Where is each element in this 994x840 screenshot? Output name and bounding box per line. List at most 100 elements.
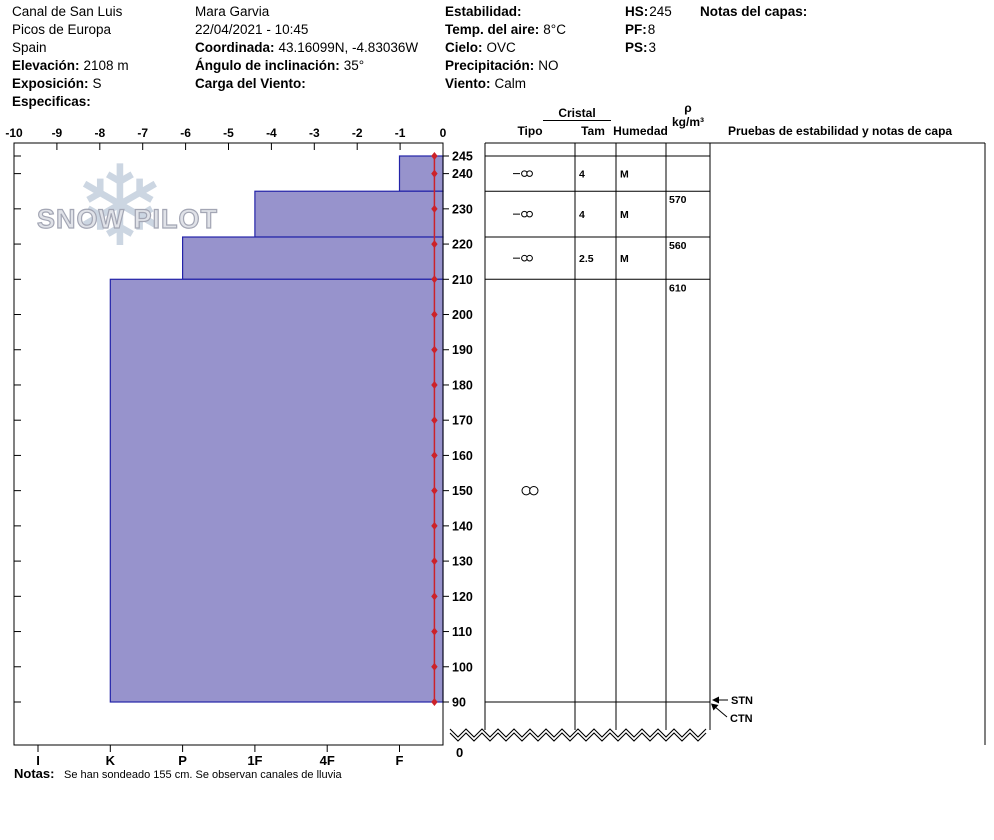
temp-tick-label: -1 xyxy=(395,126,406,140)
moisture-value: M xyxy=(620,168,629,180)
stability-row: Estabilidad: xyxy=(445,3,566,21)
ps-label: PS: xyxy=(625,40,648,55)
temperature-point-marker xyxy=(431,345,438,354)
temperature-point-marker xyxy=(431,310,438,319)
moisture-value: M xyxy=(620,209,629,221)
pf-row: PF:8 xyxy=(625,21,672,39)
aspect-value: S xyxy=(92,76,102,91)
site-country: Spain xyxy=(12,40,47,55)
layer-notes-block: Notas del capas: xyxy=(700,3,807,21)
precip-value: NO xyxy=(538,58,559,73)
pf-value: 8 xyxy=(647,22,656,37)
temp-tick-label: 0 xyxy=(440,126,447,140)
temp-tick-label: -2 xyxy=(352,126,363,140)
elevation-value: 2108 m xyxy=(83,58,129,73)
hs-row: HS:245 xyxy=(625,3,672,21)
air-temp-row: Temp. del aire: 8°C xyxy=(445,21,566,39)
depth-tick-label: 90 xyxy=(452,696,466,710)
stability-tests-header: Pruebas de estabilidad y notas de capa xyxy=(728,124,953,138)
depth-break-zigzag xyxy=(449,728,707,738)
density-symbol-header: ρ xyxy=(684,101,692,115)
ground-depth-label: 0 xyxy=(456,745,463,760)
sky-row: Cielo: OVC xyxy=(445,39,566,57)
grain-size-header: Tam xyxy=(581,124,605,138)
aspect-row: Exposición: S xyxy=(12,75,129,93)
coords-row: Coordinada: 43.16099N, -4.83036W xyxy=(195,39,418,57)
hs-value: 245 xyxy=(649,4,672,19)
depth-tick-label: 180 xyxy=(452,378,473,392)
pit-notes-text: Se han sondeado 155 cm. Se observan cana… xyxy=(64,769,342,781)
temperature-point-marker xyxy=(431,451,438,460)
layer-notes-label: Notas del capas: xyxy=(700,4,808,19)
grain-type-icon xyxy=(526,170,533,177)
temp-tick-label: -3 xyxy=(309,126,320,140)
elevation-row: Elevación: 2108 m xyxy=(12,57,129,75)
depth-tick-label: 160 xyxy=(452,449,473,463)
temperature-point-marker xyxy=(431,627,438,636)
temp-tick-label: -9 xyxy=(52,126,63,140)
sky-value: OVC xyxy=(486,40,516,55)
moisture-value: M xyxy=(620,253,629,265)
stability-label: Estabilidad: xyxy=(445,4,522,19)
depth-break-zigzag xyxy=(449,732,707,742)
temperature-point-marker xyxy=(431,486,438,495)
hardness-tick-label: K xyxy=(106,753,116,768)
ps-value: 3 xyxy=(648,40,657,55)
weather-block: Estabilidad: Temp. del aire: 8°C Cielo: OV… xyxy=(445,3,566,93)
temperature-point-marker xyxy=(431,698,438,706)
grain-type-icon xyxy=(526,210,533,218)
observation-datetime: 22/04/2021 - 10:45 xyxy=(195,22,309,37)
grain-size-value: 2.5 xyxy=(579,253,594,265)
observer-block: Mara Garvia 22/04/2021 - 10:45 Coordinad… xyxy=(195,3,418,93)
crystal-header: Cristal xyxy=(543,106,611,121)
temperature-point-marker xyxy=(431,204,438,213)
temperature-point-marker xyxy=(431,275,438,284)
hardness-bar xyxy=(182,236,444,280)
depth-tick-label: 240 xyxy=(452,167,473,181)
coords-value: 43.16099N, -4.83036W xyxy=(278,40,419,55)
stn-arrow-head xyxy=(712,696,719,704)
coords-label: Coordinada: xyxy=(195,40,275,55)
precip-label: Precipitación: xyxy=(445,58,535,73)
depth-tick-label: 110 xyxy=(452,625,472,639)
site-name: Canal de San Luis xyxy=(12,4,123,19)
air-temp-value: 8°C xyxy=(543,22,566,37)
depth-tick-label: 245 xyxy=(452,150,473,164)
depth-tick-label: 140 xyxy=(452,519,473,533)
hardness-bar xyxy=(254,190,444,238)
wind-loading-label: Carga del Viento: xyxy=(195,76,306,91)
hardness-tick-label: F xyxy=(396,753,404,768)
specifics-row: Especificas: xyxy=(12,93,129,111)
temp-tick-label: -6 xyxy=(180,126,191,140)
grain-type-header: Tipo xyxy=(517,124,543,138)
depth-tick-label: 100 xyxy=(452,660,473,674)
temperature-point-marker xyxy=(431,592,438,601)
moisture-header: Humedad xyxy=(613,124,668,138)
density-value: 570 xyxy=(669,194,687,206)
wind-row: Viento: Calm xyxy=(445,75,566,93)
depth-tick-label: 190 xyxy=(452,343,473,357)
depth-tick-label: 220 xyxy=(452,238,473,252)
temperature-point-marker xyxy=(431,152,438,160)
density-value: 560 xyxy=(669,240,687,252)
temperature-point-marker xyxy=(431,662,438,671)
elevation-label: Elevación: xyxy=(12,58,80,73)
wind-value: Calm xyxy=(494,76,527,91)
temp-tick-label: -10 xyxy=(5,126,23,140)
stability-test-label: CTN xyxy=(730,713,753,725)
stability-test-label: STN xyxy=(731,695,753,707)
pf-label: PF: xyxy=(625,22,647,37)
ps-row: PS:3 xyxy=(625,39,672,57)
precip-row: Precipitación: NO xyxy=(445,57,566,75)
observer-name: Mara Garvia xyxy=(195,4,270,19)
grain-size-value: 4 xyxy=(579,168,585,180)
depth-tick-label: 170 xyxy=(452,414,473,428)
slope-angle-value: 35° xyxy=(343,58,365,73)
density-value: 610 xyxy=(669,282,687,294)
hardness-tick-label: 4F xyxy=(320,753,335,768)
grain-size-value: 4 xyxy=(579,209,585,221)
depth-tick-label: 210 xyxy=(452,273,473,287)
density-units-header: kg/m³ xyxy=(671,115,704,129)
